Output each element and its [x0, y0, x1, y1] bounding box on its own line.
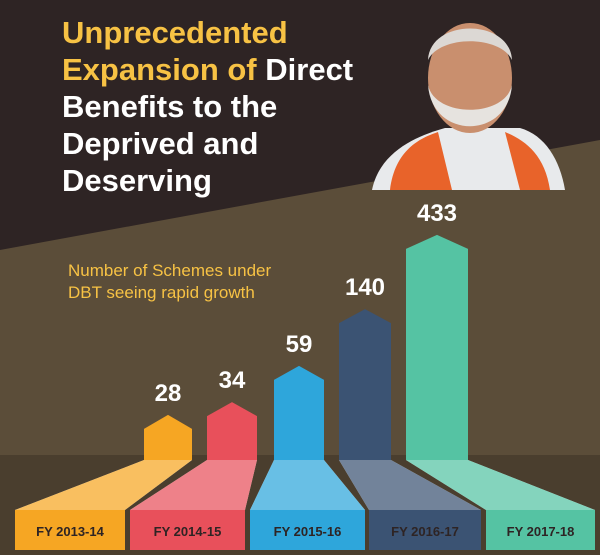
value-label: 59: [286, 331, 313, 358]
category-label: FY 2017-18: [507, 524, 575, 539]
subtitle: Number of Schemes under: [68, 261, 271, 280]
subtitle: DBT seeing rapid growth: [68, 283, 255, 302]
bar: [339, 309, 391, 460]
bar: [144, 414, 192, 460]
category-label: FY 2015-16: [274, 524, 342, 539]
category-label: FY 2014-15: [154, 524, 222, 539]
title-text: Unprecedented: [62, 15, 288, 50]
value-label: 28: [155, 380, 182, 407]
title: Unprecedented Expansion of Direct Benefi…: [62, 14, 353, 199]
bar-shadow: [15, 460, 192, 510]
title-text: Deserving: [62, 163, 212, 198]
bar: [406, 234, 468, 460]
label-box: [369, 510, 481, 550]
label-box: [250, 510, 365, 550]
label-box: [130, 510, 245, 550]
label-box: [486, 510, 595, 550]
portrait-hair: [428, 28, 512, 60]
portrait-beard: [428, 85, 512, 127]
title-text: Direct: [265, 52, 354, 87]
bar: [274, 365, 324, 460]
title-text: Deprived and: [62, 126, 259, 161]
bar-shadow: [406, 460, 595, 510]
category-label: FY 2016-17: [391, 524, 459, 539]
bar-shadow: [339, 460, 481, 510]
bar: [207, 402, 257, 460]
portrait: [372, 23, 565, 190]
value-label: 140: [345, 274, 385, 301]
portrait-face: [428, 23, 512, 133]
value-label: 34: [219, 367, 246, 394]
title-text: Benefits to the: [62, 89, 278, 124]
bar-shadow: [130, 460, 257, 510]
category-label: FY 2013-14: [36, 524, 104, 539]
title-text: Expansion of: [62, 52, 257, 87]
portrait-vest: [390, 132, 550, 190]
label-box: [15, 510, 125, 550]
bar-shadow: [250, 460, 365, 510]
value-label: 433: [417, 200, 457, 227]
